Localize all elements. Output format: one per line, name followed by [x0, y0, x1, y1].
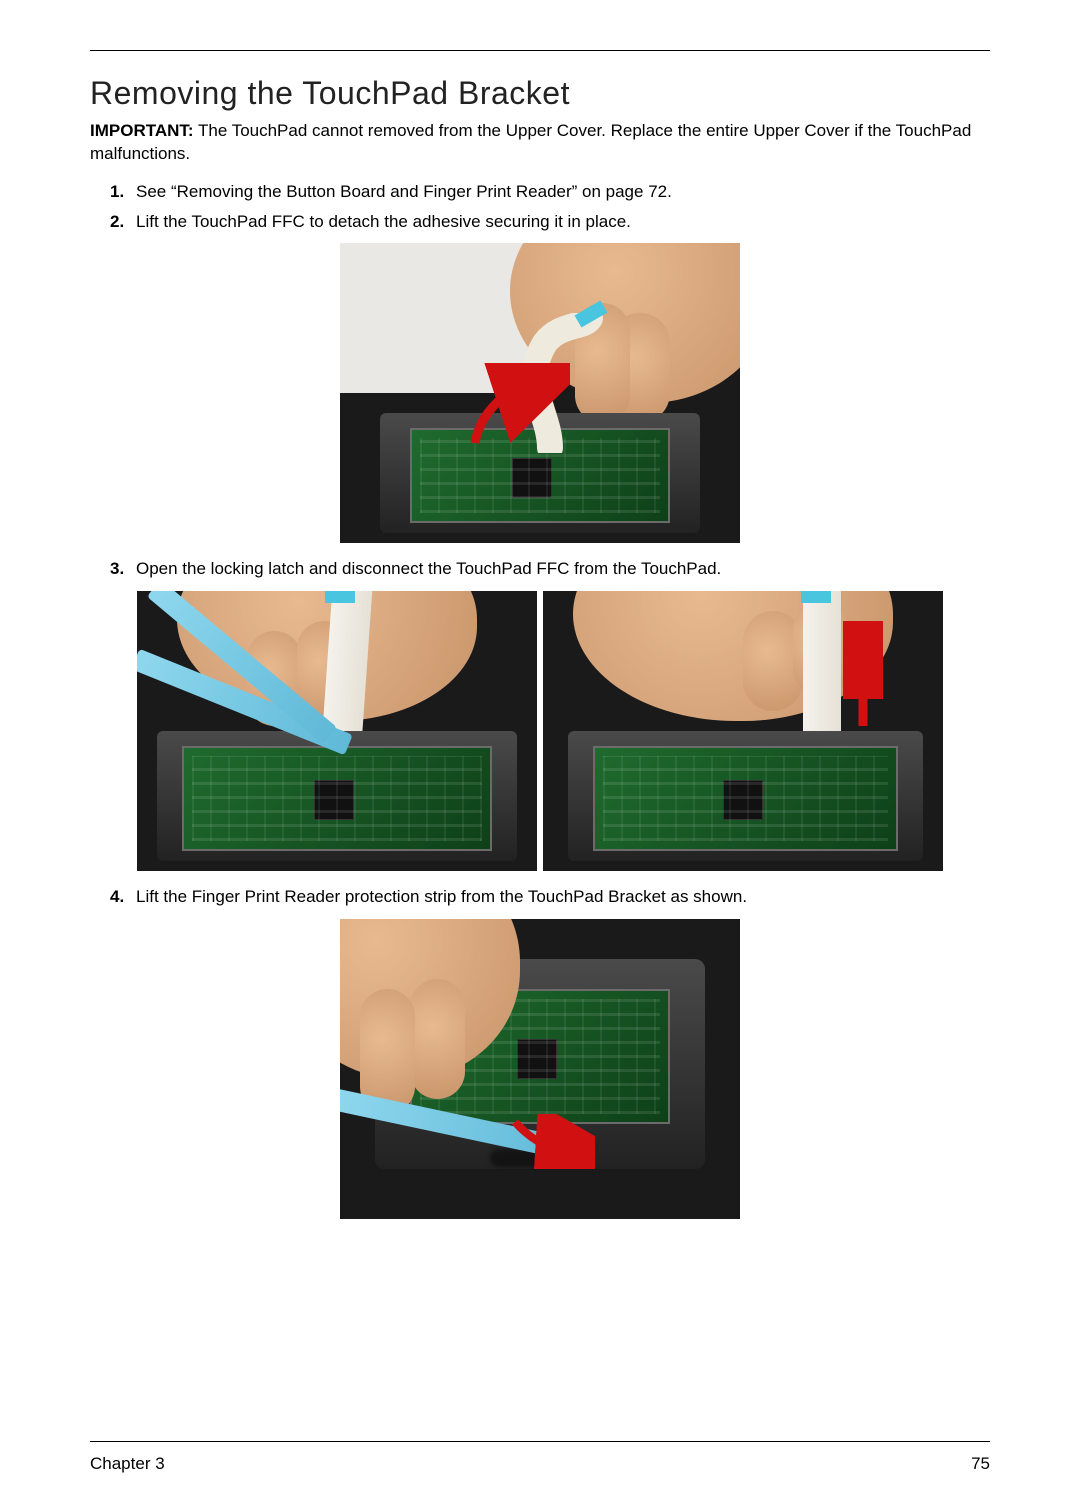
figure-row-3	[90, 919, 990, 1219]
figure-step4	[340, 919, 740, 1219]
steps-list: See “Removing the Button Board and Finge…	[110, 180, 990, 234]
steps-list-cont1: Open the locking latch and disconnect th…	[110, 557, 990, 581]
important-text: The TouchPad cannot removed from the Upp…	[90, 121, 971, 163]
important-label: IMPORTANT:	[90, 121, 194, 140]
important-note: IMPORTANT: The TouchPad cannot removed f…	[90, 120, 990, 166]
page: Removing the TouchPad Bracket IMPORTANT:…	[0, 0, 1080, 1512]
arrow-icon	[843, 621, 883, 731]
section-title: Removing the TouchPad Bracket	[90, 75, 990, 112]
step-2: Lift the TouchPad FFC to detach the adhe…	[110, 210, 990, 234]
step-4: Lift the Finger Print Reader protection …	[110, 885, 990, 909]
figure-step2	[340, 243, 740, 543]
steps-list-cont2: Lift the Finger Print Reader protection …	[110, 885, 990, 909]
top-rule	[90, 50, 990, 51]
step-1: See “Removing the Button Board and Finge…	[110, 180, 990, 204]
figure-row-1	[90, 243, 990, 543]
figure-row-2	[90, 591, 990, 871]
figure-step3-right	[543, 591, 943, 871]
footer-page-number: 75	[971, 1454, 990, 1474]
figure-step3-left	[137, 591, 537, 871]
arrow-icon	[505, 1114, 595, 1169]
arrow-icon	[460, 363, 570, 453]
bottom-rule	[90, 1441, 990, 1442]
page-footer: Chapter 3 75	[90, 1454, 990, 1474]
step-3: Open the locking latch and disconnect th…	[110, 557, 990, 581]
footer-chapter: Chapter 3	[90, 1454, 165, 1474]
